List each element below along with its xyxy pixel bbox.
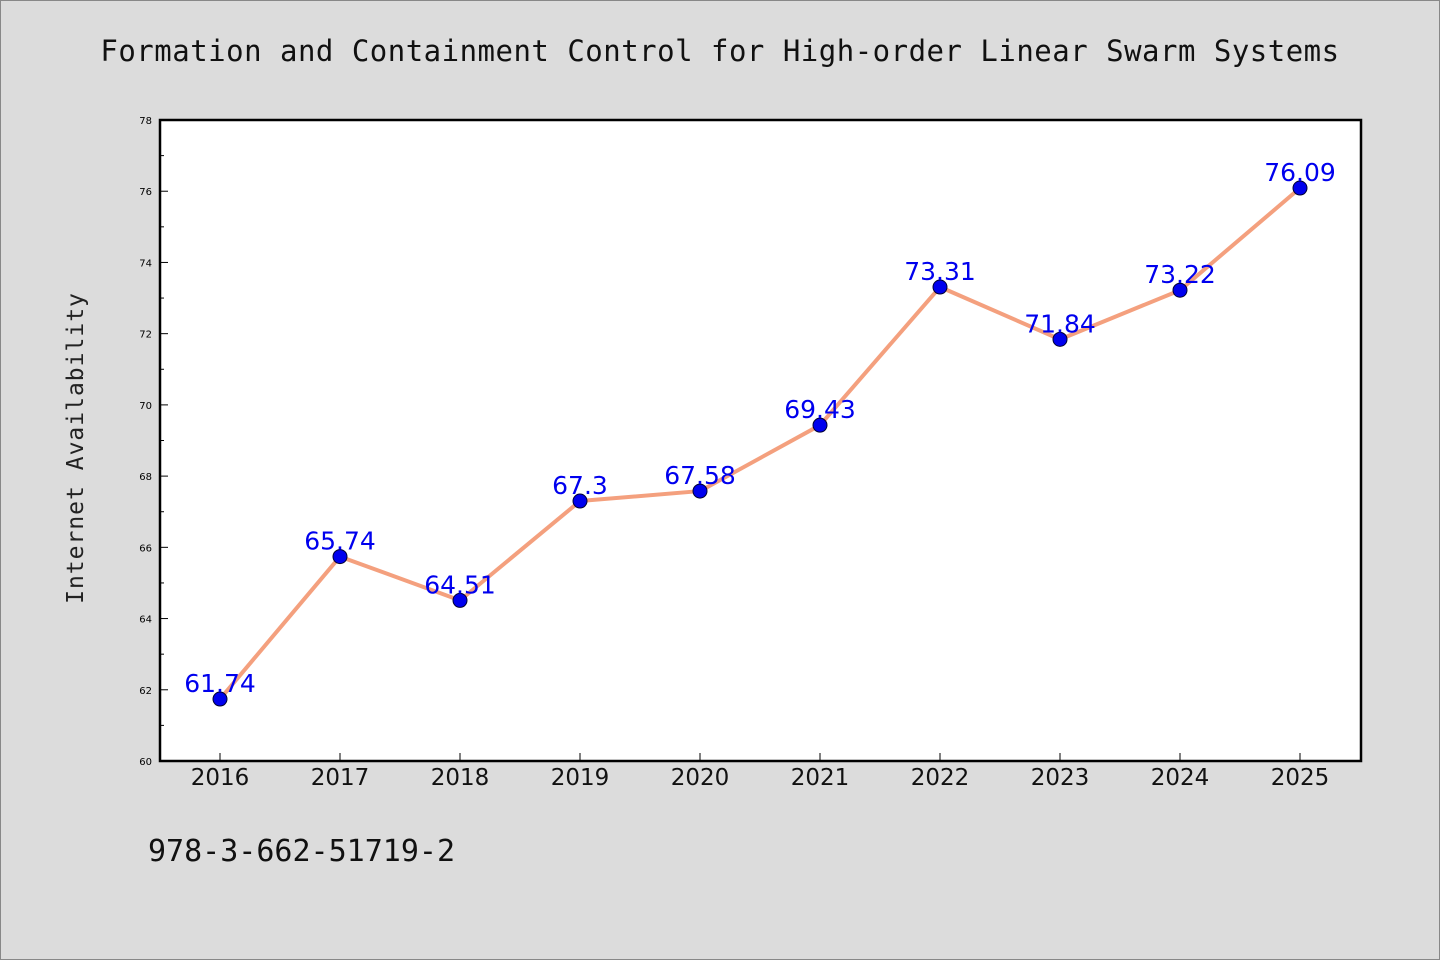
data-point <box>332 549 348 565</box>
data-label: 67.58 <box>664 461 736 490</box>
x-tick-label: 2023 <box>1031 765 1090 791</box>
data-point <box>812 417 828 433</box>
data-point <box>1292 180 1308 196</box>
data-label: 73.22 <box>1144 260 1216 289</box>
x-tick-label: 2025 <box>1271 765 1330 791</box>
y-tick-label: 78 <box>139 116 152 127</box>
isbn-footer: 978-3-662-51719-2 <box>148 834 456 869</box>
x-tick-label: 2019 <box>551 765 610 791</box>
x-tick-label: 2022 <box>911 765 970 791</box>
series-line <box>218 186 1302 701</box>
data-label: 71.84 <box>1024 309 1096 338</box>
data-point <box>212 691 228 707</box>
x-tick-label: 2017 <box>311 765 370 791</box>
x-tick-label: 2016 <box>191 765 250 791</box>
data-point <box>1172 282 1188 298</box>
plot-area <box>160 120 1361 761</box>
y-tick-label: 64 <box>139 615 152 626</box>
x-tick-label: 2024 <box>1151 765 1210 791</box>
data-point <box>692 483 708 499</box>
data-point <box>452 592 468 608</box>
data-labels: 61.74 65.74 64.51 67.3 67.58 69.43 73.31 71.84 7… <box>184 158 1336 698</box>
x-tick-label: 2018 <box>431 765 490 791</box>
chart-title: Formation and Containment Control for Hi… <box>100 34 1340 68</box>
data-label: 64.51 <box>424 570 496 599</box>
data-label: 69.43 <box>784 395 856 424</box>
y-tick-label: 76 <box>139 187 152 198</box>
data-label: 65.74 <box>304 527 376 556</box>
data-point <box>932 279 948 295</box>
y-tick-label: 68 <box>139 472 152 483</box>
x-tick-label: 2021 <box>791 765 850 791</box>
y-tick-label: 60 <box>139 757 152 768</box>
x-axis-ticks: 2016 2017 2018 2019 2020 2021 2022 2023 2024 2025 <box>191 753 1330 791</box>
y-tick-label: 74 <box>139 258 152 269</box>
data-label: 67.3 <box>552 471 608 500</box>
data-label: 73.31 <box>904 257 976 286</box>
x-tick-label: 2020 <box>671 765 730 791</box>
y-tick-label: 62 <box>139 686 152 697</box>
data-markers <box>212 180 1308 707</box>
data-label: 61.74 <box>184 669 256 698</box>
y-tick-label: 66 <box>139 543 152 554</box>
plot-border <box>158 118 1363 763</box>
data-label: 76.09 <box>1264 158 1336 187</box>
y-tick-label: 70 <box>139 401 152 412</box>
data-point <box>1052 331 1068 347</box>
y-tick-label: 72 <box>139 330 152 341</box>
data-point <box>572 493 588 509</box>
